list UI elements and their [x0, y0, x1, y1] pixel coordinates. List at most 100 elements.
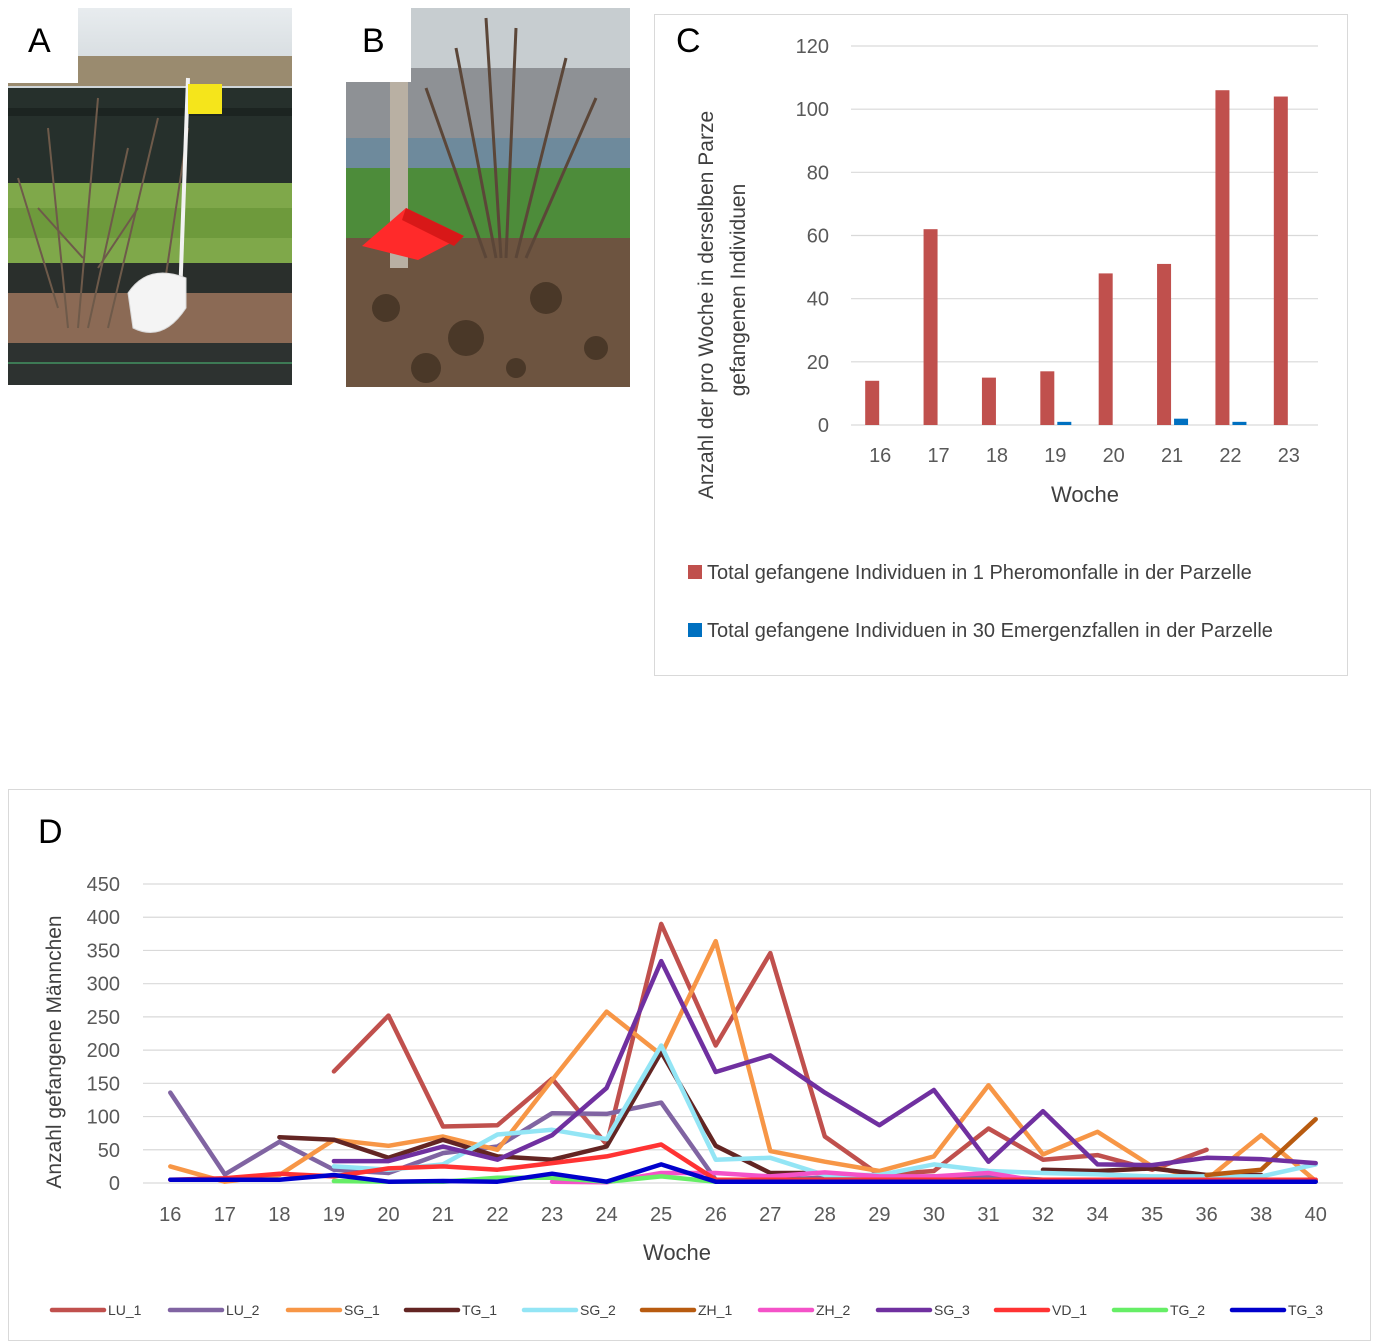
chart-c-y-ticks: 0 20 40 60 80 100 120: [796, 36, 829, 437]
panel-letter-b: B: [346, 8, 411, 82]
photo-emergence-trap: [8, 8, 292, 385]
chart-d-legend: LU_1 LU_2 SG_1 TG_1 SG_2 ZH_1 ZH_2 SG_3 VD_1 TG_2…: [49, 1302, 1323, 1318]
chart-d-x-tick-label: 32: [1032, 1204, 1054, 1226]
chart-d-y-ticks: 0 50 100 150 200 250 300 350 400 450: [87, 874, 120, 1195]
chart-c-y-tick-label: 20: [807, 352, 829, 374]
chart-c-bars: [865, 90, 1288, 426]
chart-c-x-tick-label: 18: [986, 445, 1008, 467]
chart-d-y-tick-label: 150: [87, 1073, 120, 1095]
chart-d-y-tick-label: 450: [87, 874, 120, 896]
chart-d-series-line-sg-3: [331, 958, 1318, 1168]
chart-d-y-tick-label: 350: [87, 940, 120, 962]
chart-d-legend-label: SG_2: [580, 1302, 616, 1318]
chart-c-x-tick-label: 23: [1278, 445, 1300, 467]
chart-d-legend-label: ZH_1: [698, 1302, 732, 1318]
chart-d-legend-label: ZH_2: [816, 1302, 850, 1318]
chart-d-legend-label: TG_3: [1288, 1302, 1323, 1318]
chart-d-y-tick-label: 250: [87, 1007, 120, 1029]
chart-d-x-tick-label: 22: [486, 1204, 508, 1226]
chart-d-legend-label: LU_2: [226, 1302, 260, 1318]
chart-d-x-tick-label: 30: [923, 1204, 945, 1226]
chart-d-y-tick-label: 0: [109, 1173, 120, 1195]
chart-d-legend-label: TG_1: [462, 1302, 497, 1318]
chart-c-legend-swatch-1: [688, 565, 702, 579]
chart-d-x-tick-label: 27: [759, 1204, 781, 1226]
chart-c-bar-emergence-19: [1057, 421, 1072, 425]
chart-c-bar-pheromone-18: [981, 377, 996, 425]
chart-c-ylabel-line1: Anzahl der pro Woche in derselben Parze: [695, 111, 718, 499]
chart-d-y-tick-label: 200: [87, 1040, 120, 1062]
chart-d-x-tick-label: 25: [650, 1204, 672, 1226]
chart-d-x-tick-label: 19: [323, 1204, 345, 1226]
chart-c-bar-pheromone-20: [1098, 273, 1113, 425]
chart-d-x-tick-label: 35: [1141, 1204, 1163, 1226]
chart-c-bar-pheromone-17: [923, 229, 938, 425]
chart-c-x-ticks: 16 17 18 19 20 21 22 23: [869, 445, 1300, 467]
chart-c-legend-item-2: Total gefangene Individuen in 30 Emergen…: [688, 620, 1273, 642]
chart-c-bar-emergence-22: [1232, 421, 1247, 425]
chart-d-legend-label: SG_3: [934, 1302, 970, 1318]
chart-d-series-line-zh-1: [1204, 1116, 1318, 1178]
chart-d-y-tick-label: 100: [87, 1107, 120, 1129]
chart-d-x-tick-label: 18: [268, 1204, 290, 1226]
chart-c-x-tick-label: 21: [1161, 445, 1183, 467]
chart-d-legend-label: TG_2: [1170, 1302, 1205, 1318]
chart-d-xlabel: Woche: [643, 1240, 711, 1265]
chart-c-x-tick-label: 17: [927, 445, 949, 467]
chart-c-bar-pheromone-22: [1215, 90, 1230, 425]
chart-d-y-tick-label: 400: [87, 907, 120, 929]
chart-d-series-line-sg-1: [168, 938, 1318, 1184]
chart-c-y-tick-label: 40: [807, 289, 829, 311]
chart-c-frame: [654, 14, 1348, 676]
chart-d-x-tick-label: 21: [432, 1204, 454, 1226]
chart-d-lines: [168, 921, 1318, 1185]
chart-d-x-tick-label: 23: [541, 1204, 563, 1226]
chart-d-x-ticks: 16 17 18 19 20 21 22 23 24 25 26 27 28 29 30 31 32 34 35 36…: [159, 1204, 1327, 1226]
chart-d-y-tick-label: 300: [87, 974, 120, 996]
chart-c-y-tick-label: 0: [818, 415, 829, 437]
chart-c-bar-pheromone-19: [1040, 371, 1055, 425]
chart-c-bar-pheromone-23: [1273, 96, 1288, 426]
chart-d-x-tick-label: 36: [1196, 1204, 1218, 1226]
chart-c-legend-item-1: Total gefangene Individuen in 1 Pheromon…: [688, 562, 1252, 584]
chart-c-y-tick-label: 120: [796, 36, 829, 58]
chart-d-series-line-lu-1: [331, 921, 1209, 1178]
chart-c-x-tick-label: 20: [1103, 445, 1125, 467]
chart-d-series-line-sg-2: [331, 1043, 1318, 1179]
chart-c: 0 20 40 60 80 100 120 16 17 18 19 20 21 22 23 Woche A…: [688, 36, 1318, 642]
chart-d-legend-label: LU_1: [108, 1302, 142, 1318]
chart-c-y-tick-label: 100: [796, 99, 829, 121]
chart-d-x-tick-label: 26: [705, 1204, 727, 1226]
chart-d-x-tick-label: 17: [214, 1204, 236, 1226]
chart-c-legend-label-1: Total gefangene Individuen in 1 Pheromon…: [707, 562, 1252, 584]
chart-c-bar-pheromone-21: [1157, 263, 1172, 425]
chart-d-x-tick-label: 38: [1250, 1204, 1272, 1226]
chart-c-legend-label-2: Total gefangene Individuen in 30 Emergen…: [707, 620, 1273, 642]
chart-d-x-tick-label: 29: [868, 1204, 890, 1226]
chart-c-x-tick-label: 22: [1219, 445, 1241, 467]
chart-d-gridlines: [143, 883, 1343, 1184]
chart-c-xlabel: Woche: [1051, 482, 1119, 507]
chart-d-frame: [8, 789, 1371, 1341]
chart-c-y-tick-label: 60: [807, 226, 829, 248]
chart-c-bar-pheromone-16: [865, 380, 880, 425]
chart-c-y-tick-label: 80: [807, 162, 829, 184]
chart-d-legend-label: VD_1: [1052, 1302, 1087, 1318]
chart-d-ylabel: Anzahl gefangene Männchen: [43, 915, 66, 1188]
chart-d-x-tick-label: 31: [977, 1204, 999, 1226]
chart-d-x-tick-label: 28: [814, 1204, 836, 1226]
panel-letter-c: C: [676, 22, 701, 60]
chart-d-x-tick-label: 34: [1086, 1204, 1108, 1226]
chart-d-x-tick-label: 24: [596, 1204, 618, 1226]
chart-d-y-tick-label: 50: [98, 1140, 120, 1162]
panel-letter-a: A: [8, 8, 78, 83]
chart-d-x-tick-label: 20: [377, 1204, 399, 1226]
chart-c-bar-emergence-21: [1174, 418, 1189, 425]
chart-d-x-tick-label: 16: [159, 1204, 181, 1226]
chart-c-ylabel-line2: gefangenen Individuen: [727, 184, 750, 397]
panel-letter-d: D: [38, 813, 63, 851]
chart-d-series-line-tg-3: [168, 1162, 1318, 1184]
chart-c-legend-swatch-2: [688, 623, 702, 637]
chart-d-legend-label: SG_1: [344, 1302, 380, 1318]
